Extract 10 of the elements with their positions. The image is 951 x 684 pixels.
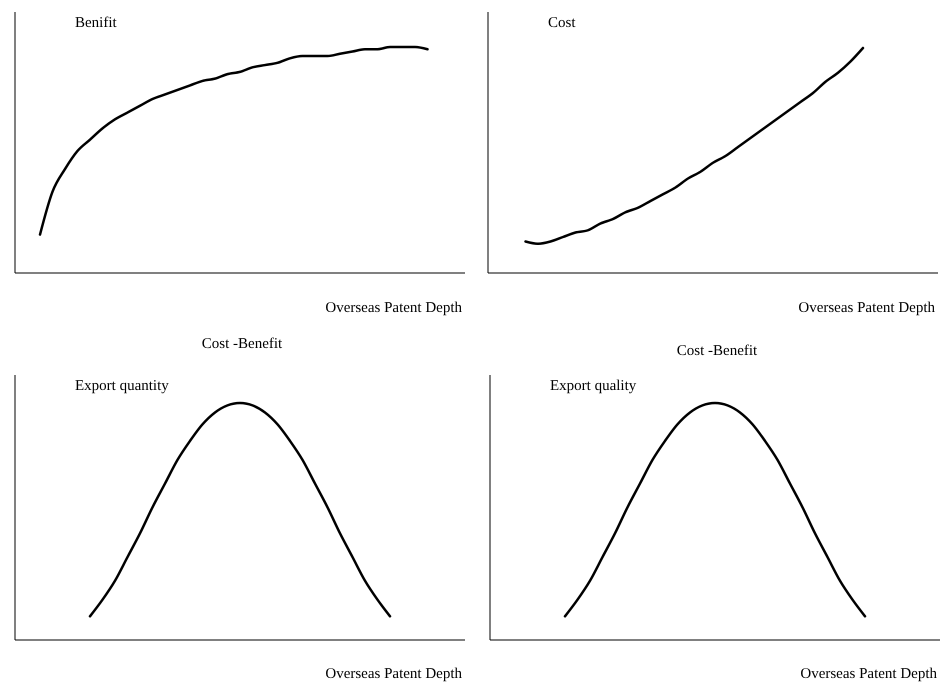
y-axis-title: Export quantity [75,378,170,394]
x-axis-title: Overseas Patent Depth [325,666,462,682]
chart-title: Cost -Benefit [202,336,284,352]
y-axis-title: Benifit [75,15,118,31]
x-axis-title: Overseas Patent Depth [798,300,936,316]
y-axis-title: Export quality [550,378,637,394]
y-axis-title: Cost [548,15,576,31]
x-axis-title: Overseas Patent Depth [325,300,462,316]
x-axis-title: Overseas Patent Depth [800,666,938,682]
chart-title: Cost -Benefit [676,343,758,359]
